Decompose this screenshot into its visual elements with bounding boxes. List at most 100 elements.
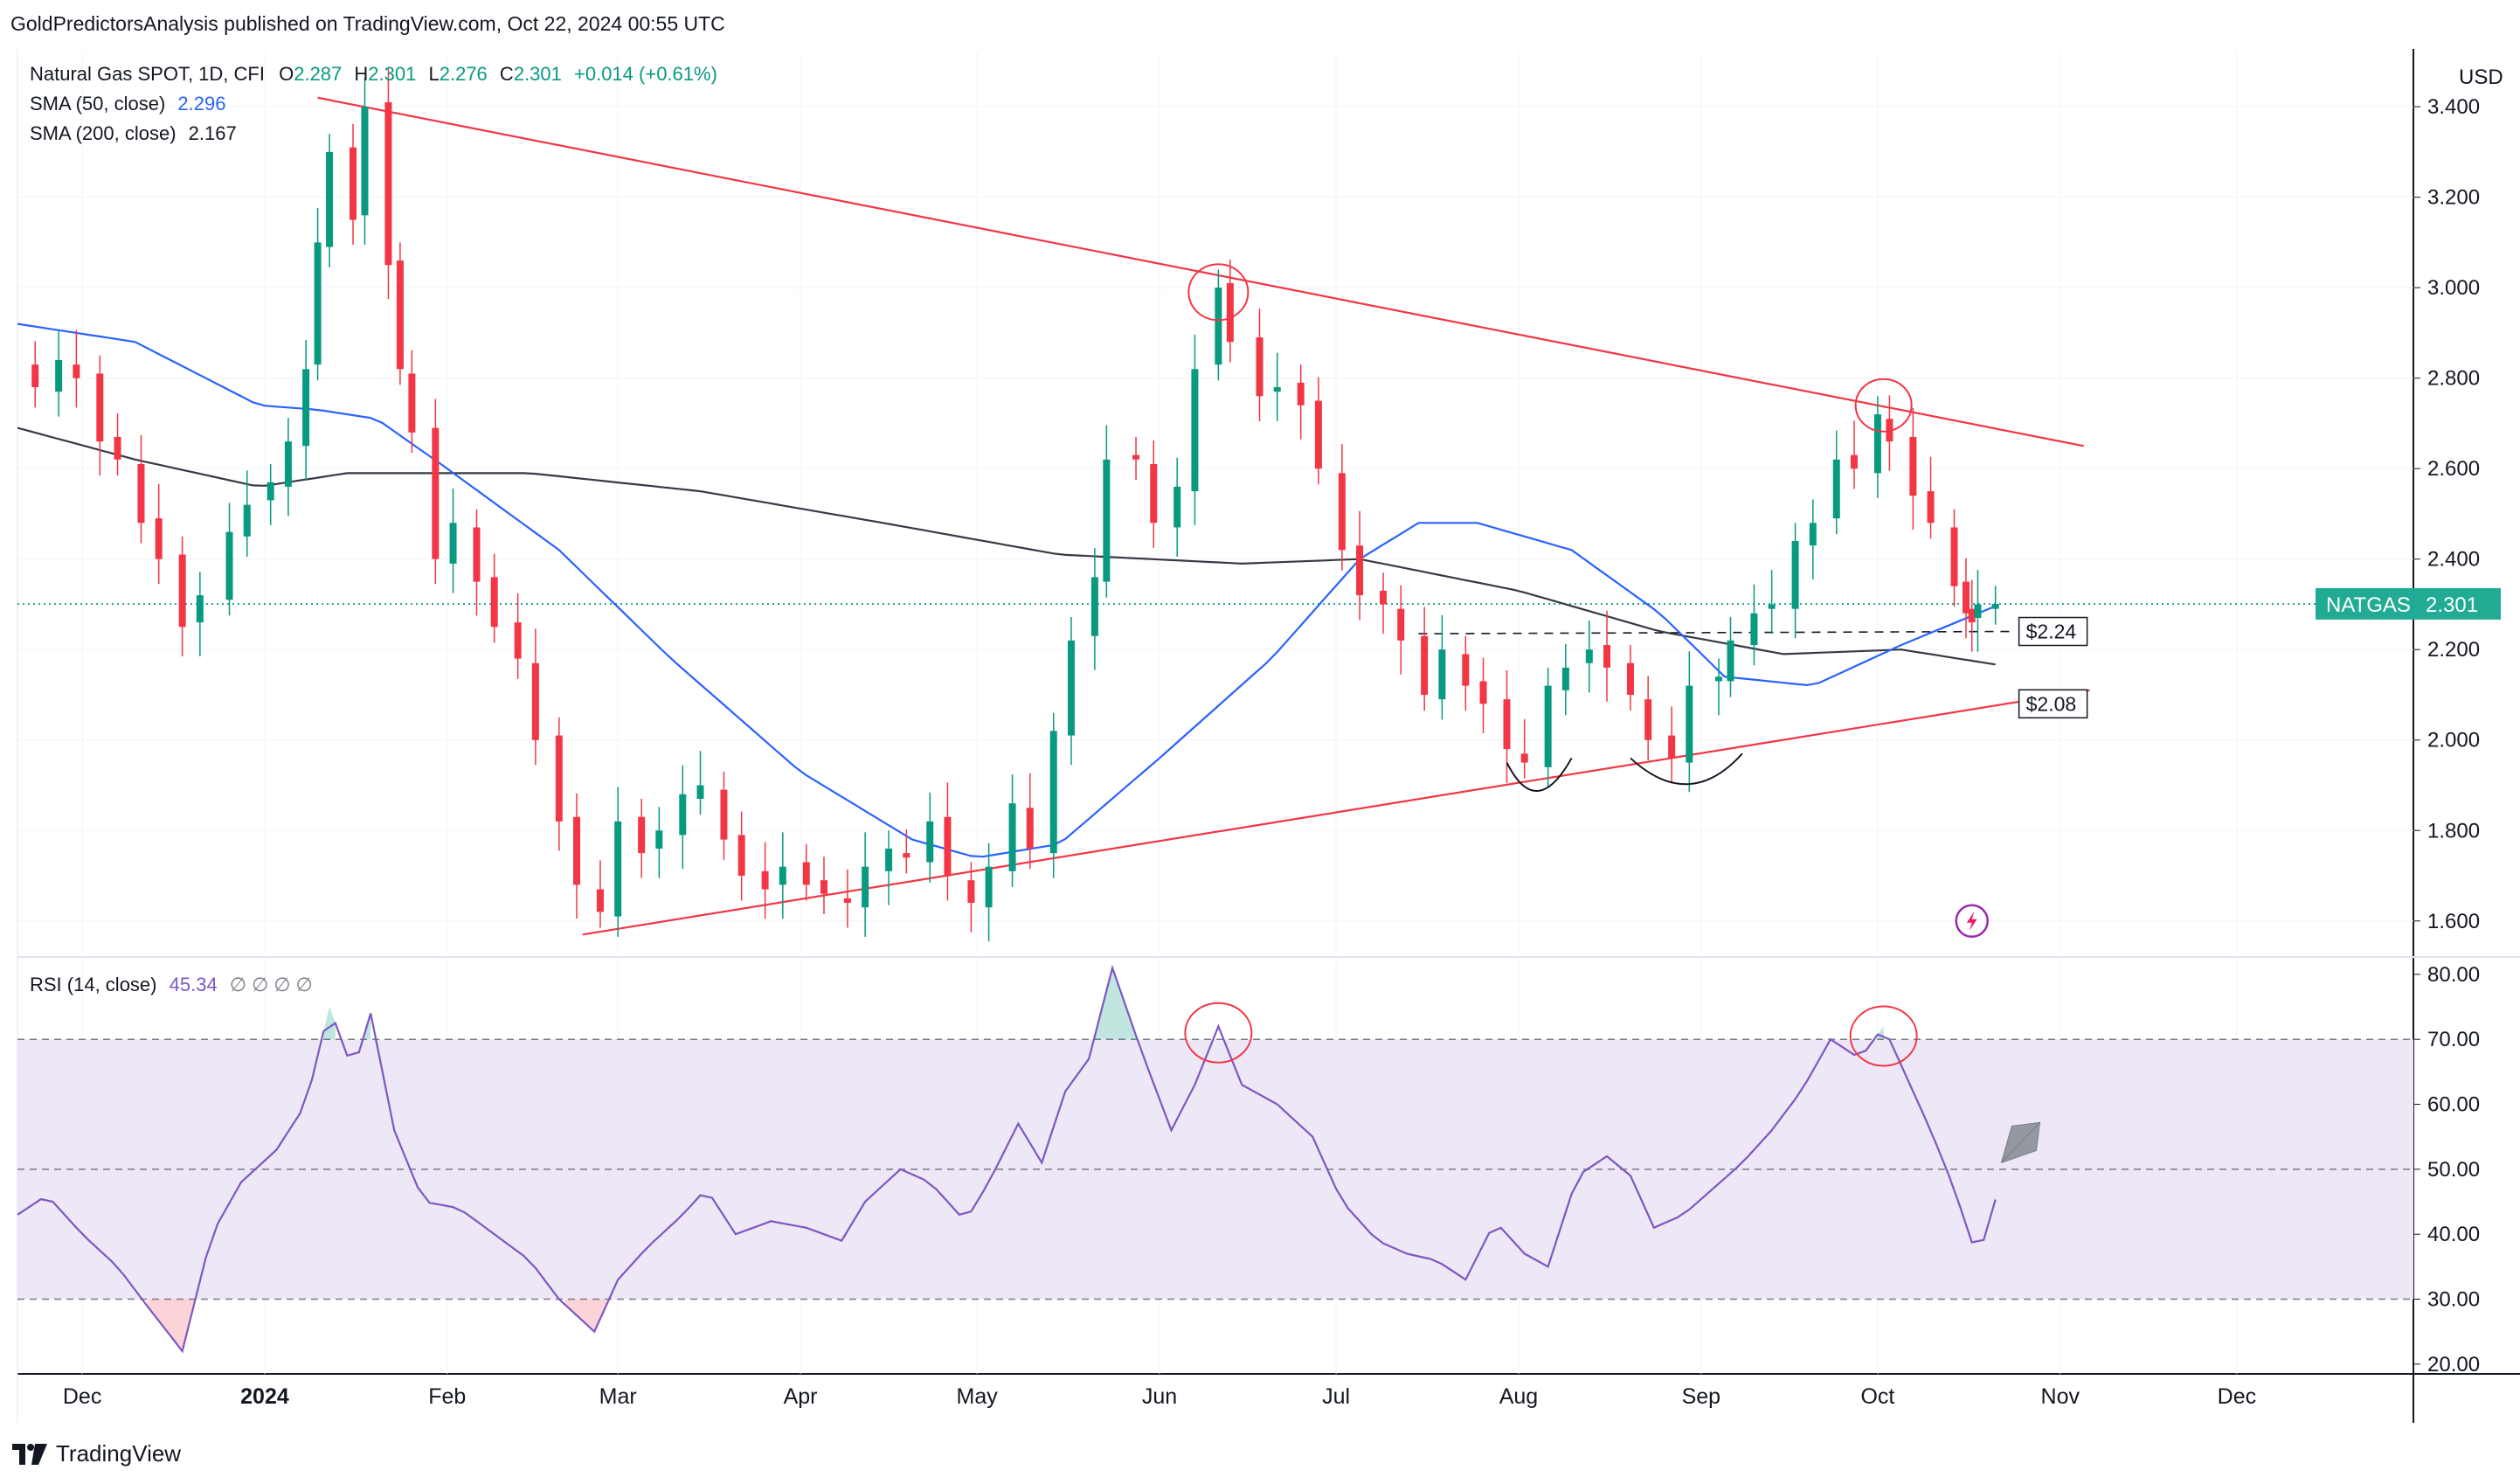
candle-body — [679, 794, 687, 836]
price-tick-label: 2.800 — [2427, 367, 2480, 391]
candle-body — [1026, 808, 1034, 849]
sma200-legend: SMA (200, close) 2.167 — [30, 122, 237, 145]
candle-body — [820, 880, 827, 894]
top-circle-june — [1187, 263, 1250, 322]
brand-text: TradingView — [56, 1440, 182, 1467]
candle-body — [243, 504, 251, 537]
candle-body — [225, 531, 233, 600]
date-tick-label: Apr — [784, 1384, 818, 1409]
candle-body — [267, 482, 274, 501]
rsi-oversold-fill — [147, 1299, 195, 1351]
candle-body — [155, 518, 163, 559]
candle-body — [1049, 731, 1057, 854]
candle-body — [885, 848, 893, 871]
cup-arc-august — [1506, 757, 1573, 792]
candle-body — [1832, 459, 1840, 519]
candle-body — [1314, 400, 1322, 469]
ohlc-close-label: C — [499, 63, 514, 85]
candle-body — [1991, 603, 1999, 609]
candle-body — [1727, 640, 1734, 682]
candle-body — [1850, 454, 1858, 469]
candle-body — [196, 595, 204, 623]
candle-body — [55, 359, 63, 392]
candle-body — [903, 853, 910, 858]
ohlc-high-label: H — [354, 63, 369, 85]
candle-body — [408, 373, 416, 433]
candle-body — [473, 527, 481, 582]
candle-body — [1297, 382, 1305, 406]
candle-body — [761, 870, 769, 890]
lightning-icon — [1955, 904, 1989, 939]
rsi-tick-label: 60.00 — [2427, 1093, 2480, 1117]
ohlc-open-label: O — [279, 63, 294, 85]
level-tag-box — [2018, 689, 2088, 719]
upper-trendline — [317, 96, 2084, 447]
grey-arrow-icon — [2000, 1120, 2041, 1163]
symbol-tag-label: NATGAS — [2326, 593, 2411, 617]
candle-body — [1644, 699, 1652, 740]
candle-body — [1132, 454, 1140, 460]
candle-body — [1103, 459, 1111, 582]
candle-body — [178, 554, 186, 628]
candle-body — [1873, 414, 1881, 474]
sma50-line — [17, 322, 1997, 858]
candle-body — [514, 622, 522, 659]
candle-body — [1544, 685, 1552, 767]
rsi-tick-label: 70.00 — [2427, 1028, 2480, 1051]
candle-body — [1750, 613, 1758, 646]
rsi-line — [17, 964, 1997, 1354]
sma200-line — [17, 426, 1996, 666]
candle-body — [1626, 662, 1634, 695]
rsi-tick-label: 50.00 — [2427, 1158, 2480, 1182]
candle-body — [1438, 649, 1446, 700]
candle-body — [449, 523, 457, 564]
candle-body — [1479, 681, 1487, 704]
price-tick-label: 2.200 — [2427, 638, 2480, 662]
ohlc-low: 2.276 — [439, 63, 488, 85]
candle-body — [1950, 527, 1958, 586]
candle-body — [1927, 491, 1935, 524]
price-tick-label: 2.000 — [2427, 729, 2480, 752]
ohlc-change: +0.014 (+0.61%) — [574, 63, 717, 85]
level-tags: $2.24 $2.08 — [2018, 616, 2088, 719]
ohlc-high: 2.301 — [368, 63, 417, 85]
candle-body — [384, 101, 392, 266]
sma200-label[interactable]: SMA (200, close) — [30, 122, 177, 144]
currency-label: USD — [2459, 66, 2503, 89]
date-tick-label: 2024 — [240, 1384, 289, 1409]
candle-body — [1809, 523, 1817, 546]
ohlc-close: 2.301 — [513, 63, 562, 85]
candle-body — [1962, 581, 1970, 614]
tradingview-brand[interactable]: TradingView — [12, 1440, 181, 1467]
publisher-line: GoldPredictorsAnalysis published on Trad… — [10, 12, 725, 35]
date-tick-label: Dec — [2218, 1384, 2256, 1409]
sma200-value: 2.167 — [188, 122, 237, 144]
rsi-extra: ∅ ∅ ∅ ∅ — [229, 974, 313, 995]
candle-body — [779, 866, 786, 885]
candle-body — [326, 151, 334, 247]
candle-body — [1585, 649, 1593, 663]
price-tick-label: 3.200 — [2427, 186, 2480, 210]
date-tick-label: Mar — [599, 1384, 637, 1409]
candle-body — [720, 789, 728, 840]
date-tick-label: Jul — [1322, 1384, 1350, 1409]
symbol-name[interactable]: Natural Gas SPOT, 1D, CFI — [30, 63, 265, 85]
sma50-label[interactable]: SMA (50, close) — [30, 93, 166, 114]
price-tag-box — [2413, 587, 2501, 620]
candle-body — [1561, 667, 1569, 690]
date-tick-label: Feb — [428, 1384, 466, 1409]
rsi-value: 45.34 — [169, 974, 218, 995]
candle-body — [314, 242, 322, 365]
rsi-legend: RSI (14, close) 45.34 ∅ ∅ ∅ ∅ — [30, 974, 313, 996]
candle-body — [1603, 645, 1611, 668]
candle-body — [1067, 640, 1075, 736]
candle-body — [284, 441, 292, 487]
top-circle-october — [1854, 378, 1913, 433]
candle-body — [1191, 369, 1199, 492]
price-tick-label: 3.400 — [2427, 95, 2480, 119]
rsi-label[interactable]: RSI (14, close) — [30, 974, 157, 995]
date-tick-label: Nov — [2041, 1384, 2080, 1409]
rsi-oversold-fill — [564, 1299, 606, 1332]
candle-body — [531, 662, 539, 740]
